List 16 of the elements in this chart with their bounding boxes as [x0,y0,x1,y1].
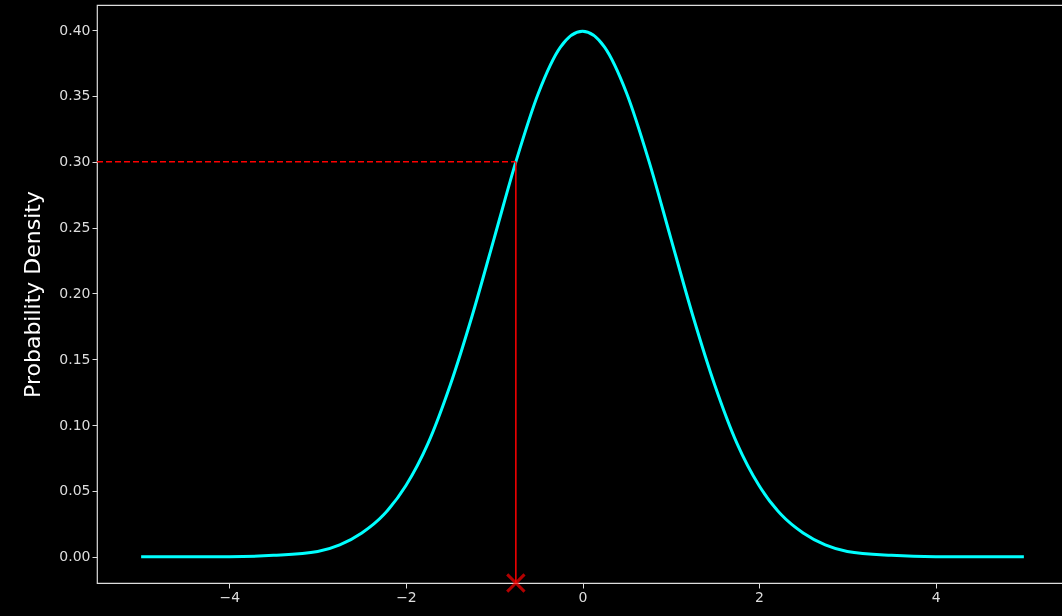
y-tick-label: 0.40 [59,21,91,38]
y-tick-label: 0.35 [59,87,91,104]
x-tick-label: 0 [578,588,588,605]
x-tick-label: 4 [931,588,941,605]
y-tick-label: 0.25 [59,219,91,236]
y-tick-label: 0.05 [59,482,91,499]
x-tick-label: −2 [396,588,417,605]
y-tick-label: 0.20 [59,284,91,301]
x-tick-label: 2 [755,588,765,605]
y-tick-label: 0.00 [59,548,91,565]
line-series [139,29,1026,559]
y-axis-title: Probability Density [20,191,46,398]
y-tick-label: 0.10 [59,416,91,433]
y-tick-label: 0.30 [59,153,91,170]
y-tick-label: 0.15 [59,350,91,367]
x-tick-label: −4 [219,588,241,605]
